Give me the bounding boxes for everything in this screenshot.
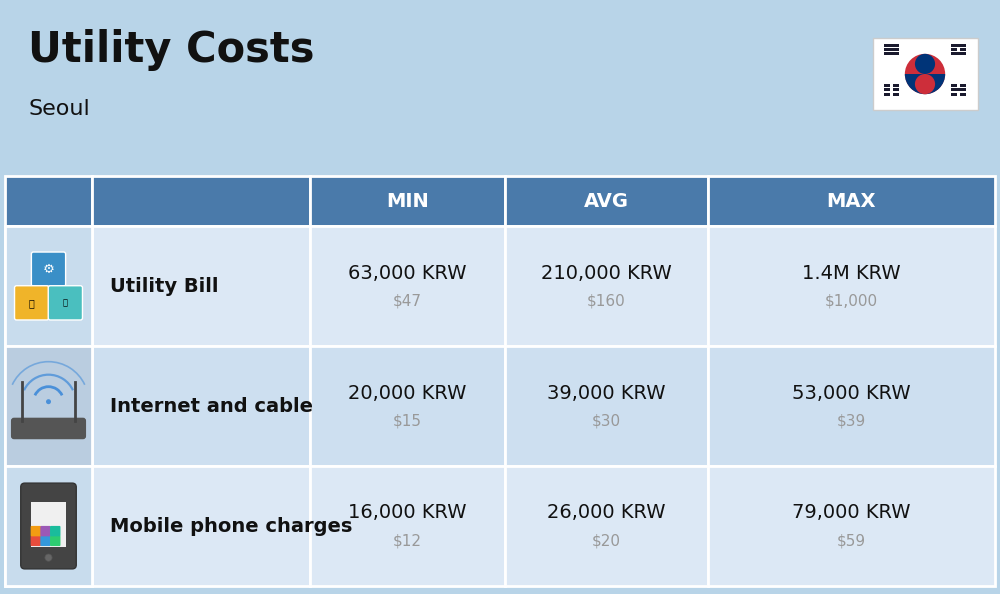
Text: 39,000 KRW: 39,000 KRW: [547, 384, 666, 403]
FancyBboxPatch shape: [92, 466, 310, 586]
FancyBboxPatch shape: [5, 176, 92, 226]
Bar: [893, 89, 899, 91]
Text: 26,000 KRW: 26,000 KRW: [547, 504, 666, 523]
FancyBboxPatch shape: [310, 466, 505, 586]
Text: $1,000: $1,000: [825, 293, 878, 308]
Text: MIN: MIN: [386, 191, 429, 210]
FancyBboxPatch shape: [708, 176, 995, 226]
FancyBboxPatch shape: [92, 226, 310, 346]
Text: MAX: MAX: [827, 191, 876, 210]
Text: Seoul: Seoul: [28, 99, 90, 119]
Text: 16,000 KRW: 16,000 KRW: [348, 504, 467, 523]
FancyBboxPatch shape: [31, 526, 41, 536]
FancyBboxPatch shape: [872, 38, 978, 110]
Text: 🔌: 🔌: [29, 298, 35, 308]
Text: 🚿: 🚿: [63, 298, 68, 307]
FancyBboxPatch shape: [5, 466, 92, 586]
FancyBboxPatch shape: [5, 466, 92, 586]
Bar: [951, 52, 966, 55]
FancyBboxPatch shape: [50, 536, 60, 546]
Text: 53,000 KRW: 53,000 KRW: [792, 384, 911, 403]
Bar: [884, 48, 899, 51]
Text: $160: $160: [587, 293, 626, 308]
Bar: [951, 89, 966, 91]
FancyBboxPatch shape: [505, 346, 708, 466]
FancyBboxPatch shape: [5, 346, 92, 466]
FancyBboxPatch shape: [40, 526, 51, 536]
Bar: [893, 84, 899, 87]
Text: 79,000 KRW: 79,000 KRW: [792, 504, 911, 523]
Bar: [951, 84, 957, 87]
FancyBboxPatch shape: [31, 503, 66, 546]
Text: AVG: AVG: [584, 191, 629, 210]
Text: $15: $15: [393, 413, 422, 428]
FancyBboxPatch shape: [310, 346, 505, 466]
FancyBboxPatch shape: [92, 176, 310, 226]
Text: Utility Costs: Utility Costs: [28, 29, 314, 71]
Bar: [960, 93, 966, 96]
FancyBboxPatch shape: [48, 286, 82, 320]
Bar: [960, 48, 966, 51]
FancyBboxPatch shape: [40, 536, 51, 546]
Text: 63,000 KRW: 63,000 KRW: [348, 264, 467, 283]
FancyBboxPatch shape: [31, 252, 66, 286]
FancyBboxPatch shape: [505, 176, 708, 226]
Bar: [951, 43, 966, 47]
Wedge shape: [905, 74, 945, 94]
FancyBboxPatch shape: [310, 176, 505, 226]
Bar: [884, 93, 890, 96]
Text: Utility Bill: Utility Bill: [110, 276, 218, 295]
Text: $20: $20: [592, 533, 621, 548]
Text: $39: $39: [837, 413, 866, 428]
Bar: [884, 89, 890, 91]
FancyBboxPatch shape: [50, 526, 60, 536]
FancyBboxPatch shape: [11, 418, 86, 439]
Bar: [884, 43, 899, 47]
Circle shape: [46, 399, 51, 404]
Text: Internet and cable: Internet and cable: [110, 397, 313, 415]
Text: ⚙: ⚙: [43, 263, 54, 276]
FancyBboxPatch shape: [31, 536, 41, 546]
Bar: [893, 93, 899, 96]
FancyBboxPatch shape: [708, 226, 995, 346]
FancyBboxPatch shape: [5, 226, 92, 346]
Text: 210,000 KRW: 210,000 KRW: [541, 264, 672, 283]
Bar: [951, 48, 957, 51]
FancyBboxPatch shape: [505, 226, 708, 346]
FancyBboxPatch shape: [5, 346, 92, 466]
Bar: [951, 93, 957, 96]
Circle shape: [45, 554, 52, 561]
FancyBboxPatch shape: [708, 466, 995, 586]
Text: $59: $59: [837, 533, 866, 548]
Text: $30: $30: [592, 413, 621, 428]
Bar: [884, 52, 899, 55]
Bar: [884, 84, 890, 87]
Text: $12: $12: [393, 533, 422, 548]
FancyBboxPatch shape: [92, 346, 310, 466]
Circle shape: [905, 54, 945, 94]
FancyBboxPatch shape: [5, 226, 92, 346]
Text: Mobile phone charges: Mobile phone charges: [110, 517, 352, 536]
FancyBboxPatch shape: [15, 286, 49, 320]
Text: 20,000 KRW: 20,000 KRW: [348, 384, 467, 403]
FancyBboxPatch shape: [310, 226, 505, 346]
Text: $47: $47: [393, 293, 422, 308]
FancyBboxPatch shape: [708, 346, 995, 466]
Text: 1.4M KRW: 1.4M KRW: [802, 264, 901, 283]
Circle shape: [915, 74, 935, 94]
FancyBboxPatch shape: [21, 483, 76, 569]
Circle shape: [915, 54, 935, 74]
FancyBboxPatch shape: [505, 466, 708, 586]
Bar: [960, 84, 966, 87]
